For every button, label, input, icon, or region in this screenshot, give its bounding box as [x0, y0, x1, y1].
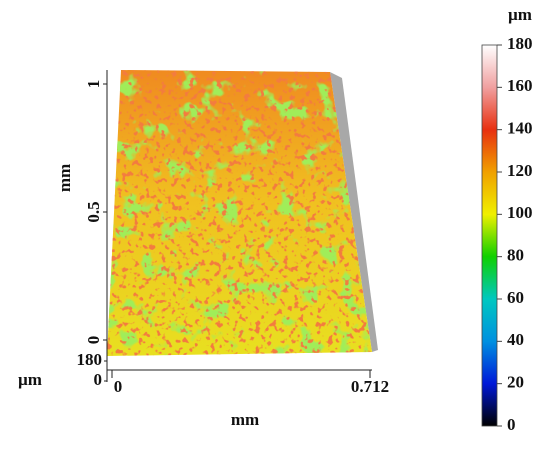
colorbar-tick-label: 180 — [507, 34, 533, 53]
x-tick-label: 0 — [114, 377, 123, 396]
x-axis-label: mm — [231, 410, 259, 429]
colorbar-tick-label: 160 — [507, 76, 533, 95]
z-axis-label: µm — [18, 370, 42, 389]
colorbar-tick-label: 80 — [507, 246, 524, 265]
colorbar-tick-label: 0 — [507, 415, 516, 434]
colorbar-label: µm — [508, 5, 532, 24]
colorbar-tick-label: 60 — [507, 288, 524, 307]
y-tick-label: 0.5 — [84, 201, 103, 222]
x-tick-label: 0.712 — [351, 377, 389, 396]
colorbar-tick-label: 20 — [507, 373, 524, 392]
colorbar-tick-label: 40 — [507, 330, 524, 349]
y-tick-label: 0 — [84, 336, 103, 345]
surface — [107, 70, 378, 356]
colorbar — [481, 44, 498, 427]
z-tick-label: 0 — [94, 370, 103, 389]
y-axis-label: mm — [55, 164, 74, 192]
colorbar-tick-label: 120 — [507, 161, 533, 180]
colorbar-tick-label: 140 — [507, 119, 533, 138]
y-tick-label: 1 — [84, 80, 103, 89]
colorbar-tick-label: 100 — [507, 203, 533, 222]
z-tick-label: 180 — [77, 350, 103, 369]
